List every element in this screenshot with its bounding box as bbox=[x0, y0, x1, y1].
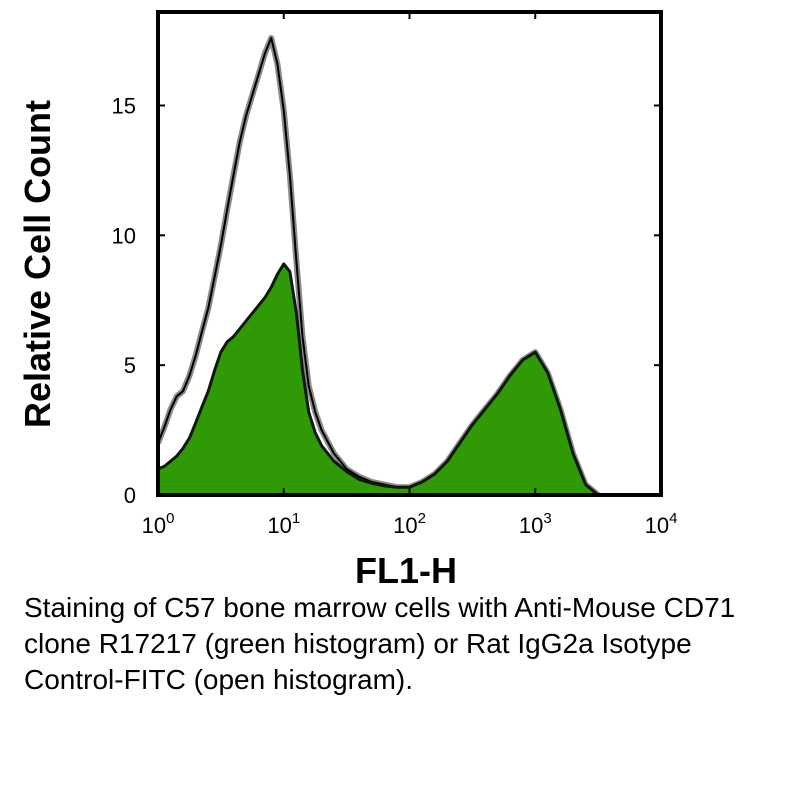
y-tick-label: 5 bbox=[124, 353, 136, 378]
figure-caption: Staining of C57 bone marrow cells with A… bbox=[24, 592, 736, 695]
plot-area bbox=[158, 12, 661, 495]
x-tick-base: 10 bbox=[142, 513, 166, 538]
y-tick-label: 10 bbox=[112, 223, 136, 248]
x-tick-exponent: 4 bbox=[669, 510, 677, 527]
x-tick-exponent: 3 bbox=[543, 510, 551, 527]
series-group bbox=[158, 35, 601, 495]
x-axis-title: FL1-H bbox=[355, 550, 457, 590]
x-tick-exponent: 0 bbox=[166, 510, 174, 527]
x-tick-exponent: 2 bbox=[418, 510, 426, 527]
x-tick-label: 104 bbox=[645, 510, 678, 538]
y-axis-title: Relative Cell Count bbox=[17, 100, 58, 428]
y-tick-label: 15 bbox=[112, 93, 136, 118]
x-tick-exponent: 1 bbox=[292, 510, 300, 527]
x-tick-label: 100 bbox=[142, 510, 175, 538]
x-tick-label: 103 bbox=[519, 510, 552, 538]
x-tick-label: 102 bbox=[393, 510, 426, 538]
x-tick-base: 10 bbox=[393, 513, 417, 538]
x-tick-base: 10 bbox=[519, 513, 543, 538]
filled-histogram-area bbox=[158, 262, 600, 495]
x-tick-base: 10 bbox=[645, 513, 669, 538]
x-tick-base: 10 bbox=[267, 513, 291, 538]
y-tick-label: 0 bbox=[124, 483, 136, 508]
x-tick-label: 101 bbox=[267, 510, 300, 538]
